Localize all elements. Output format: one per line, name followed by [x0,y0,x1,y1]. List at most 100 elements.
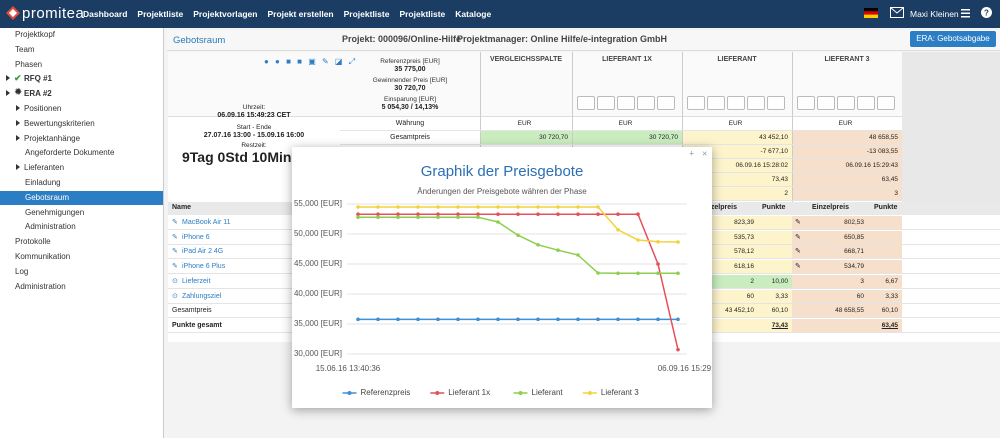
expand-icon[interactable]: + [689,148,694,158]
action-button[interactable] [577,96,595,110]
action-button[interactable] [637,96,655,110]
action-button[interactable] [617,96,635,110]
sidebar-item[interactable]: Kommunikation [15,252,71,261]
menu-icon[interactable] [961,8,971,18]
mail-icon[interactable] [890,7,904,18]
action-button[interactable] [727,96,745,110]
point [456,215,460,219]
nav-item[interactable]: Dashboard [83,9,128,19]
item-cell: 618,16 [734,263,754,271]
nav-item[interactable]: Projektliste [399,9,446,19]
cell: 3 [793,187,902,200]
sidebar-item[interactable]: Log [15,266,29,276]
point [636,238,640,242]
items-header: Name [172,204,192,211]
item-name[interactable]: Lieferzeit [182,277,211,285]
point [376,317,380,322]
info-period: 27.07.16 13:00 - 15.09.16 16:00 [203,132,305,139]
item-name[interactable]: iPhone 6 Plus [182,263,226,271]
action-button[interactable] [597,96,615,110]
caret [16,134,20,141]
point [476,215,480,219]
point [496,220,500,224]
action-button[interactable] [767,96,785,110]
point [636,317,640,322]
item-cell: 63,45 [881,321,898,329]
cell: EUR [683,117,792,130]
sidebar-item[interactable]: Bewertungskriterien [24,118,95,128]
sidebar-item[interactable]: Administration [25,222,76,232]
sidebar-item[interactable]: Projektkopf [15,30,56,39]
action-button[interactable] [747,96,765,110]
column-border [480,52,481,202]
sidebar-item[interactable]: Gebotsraum [25,192,70,202]
active-highlight [0,190,163,205]
sidebar-item[interactable]: RFQ #1 [24,74,53,84]
nav-item[interactable]: Kataloge [455,9,492,19]
legend-dot [587,391,592,395]
sidebar-item[interactable]: Genehmigungen [25,207,85,217]
point [496,205,500,209]
sidebar-item[interactable]: Projektanhänge [24,133,81,143]
action-button[interactable] [857,96,875,110]
item-cell-bg [868,245,902,259]
help-icon[interactable]: ? [981,7,992,18]
action-button[interactable] [877,96,895,110]
sidebar-item[interactable]: Lieferanten [24,163,65,173]
action-button[interactable] [687,96,705,110]
item-cell-bg [792,216,868,229]
point [436,205,440,209]
item-name[interactable]: Zahlungsziel [182,292,222,300]
era-button[interactable]: ERA: Gebotsabgabe [910,31,996,47]
sidebar-item[interactable]: ERA #2 [24,89,52,99]
sidebar-item[interactable]: Administration [15,281,66,291]
item-name[interactable]: MacBook Air 11 [182,219,231,226]
point [576,253,580,257]
point [676,271,680,276]
user-name[interactable]: Maxi Kleinen [910,9,959,19]
sidebar-item[interactable]: Einladung [25,178,61,187]
point [356,205,360,209]
item-cell-bg [792,230,868,244]
nav-item[interactable]: Projektliste [137,9,184,19]
item-cell-bg [792,304,868,318]
close-icon[interactable]: × [702,148,707,158]
action-button[interactable] [817,96,835,110]
item-cell-bg [758,230,792,244]
item-cell-bg [868,216,902,229]
item-name[interactable]: iPhone 6 [182,233,210,241]
point [476,205,480,209]
cell: EUR [793,117,902,130]
caret [6,75,10,82]
nav-item[interactable]: Projektvorlagen [193,9,258,19]
point [596,205,600,209]
point [676,240,680,244]
legend-dot [435,391,440,395]
logo[interactable]: promitea [22,5,85,22]
info-remaining-label: Restzeit: [241,142,267,149]
point [676,347,680,352]
sidebar-item[interactable]: Team [15,44,35,54]
sidebar-item[interactable]: Phasen [15,59,43,69]
summary-label: Einsparung [EUR] [383,96,437,103]
sidebar-item[interactable]: Positionen [24,104,62,113]
summary-value: 5 054,30 / 14,13% [381,104,439,111]
point [396,215,400,219]
item-name[interactable]: iPad Air 2 4G [182,248,224,256]
nav-item[interactable]: Projektliste [343,9,390,19]
sidebar-item[interactable]: Angeforderte Dokumente [25,148,115,158]
point [576,317,580,322]
summary-label: Referenzpreis [EUR] [380,58,440,65]
action-button[interactable] [707,96,725,110]
nav-item[interactable]: Projekt erstellen [267,9,334,19]
point [456,212,460,216]
flag-de[interactable] [864,8,878,18]
sidebar-item[interactable]: Protokolle [15,237,51,247]
action-button[interactable] [837,96,855,110]
item-cell-bg [758,245,792,259]
item-cell: 6,67 [885,277,898,285]
action-button[interactable] [797,96,815,110]
chart-modal: + × Graphik der Preisgebote Änderungen d… [292,147,723,408]
edit-icon: ✎ [795,233,801,241]
action-button[interactable] [657,96,675,110]
